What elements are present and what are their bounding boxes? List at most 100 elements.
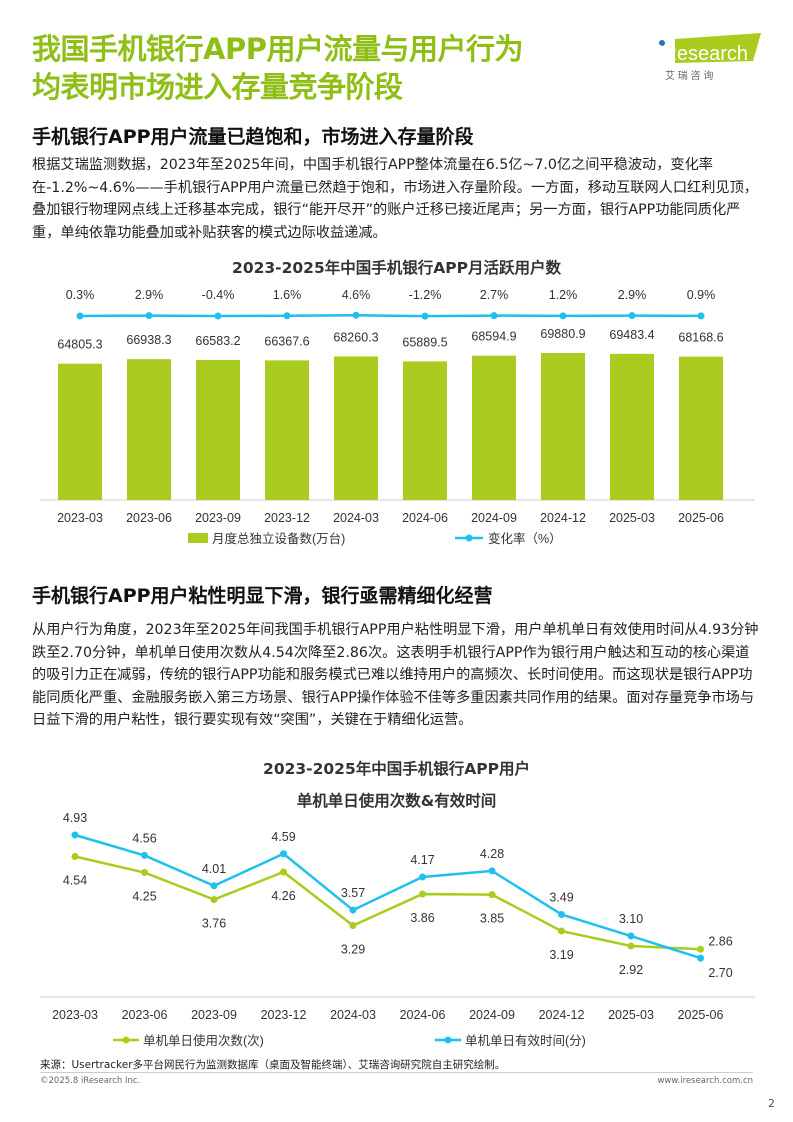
rate-label: 4.6% — [342, 288, 371, 302]
bar — [58, 363, 102, 500]
iresearch-logo: iResearch 艾 瑞 咨 询 — [657, 33, 767, 87]
data-point — [71, 853, 79, 861]
x-tick-label: 2025-06 — [678, 1008, 724, 1022]
data-label: 3.49 — [549, 890, 573, 904]
data-point — [141, 869, 148, 877]
data-label: 4.56 — [132, 831, 156, 845]
legend-bar-label: 月度总独立设备数(万台) — [212, 531, 345, 546]
rate-point — [76, 312, 84, 320]
data-label: 3.29 — [341, 943, 365, 957]
bar — [472, 355, 516, 500]
x-tick-label: 2024-09 — [471, 511, 517, 525]
data-point — [558, 927, 565, 935]
x-tick-label: 2023-06 — [122, 1008, 168, 1022]
chart2-title: 2023-2025年中国手机银行APP用户 — [263, 760, 530, 778]
rate-label: 2.9% — [618, 288, 647, 302]
data-point — [349, 906, 357, 914]
data-point — [488, 891, 496, 899]
bar — [334, 356, 378, 500]
x-tick-label: 2024-09 — [469, 1008, 515, 1022]
data-point — [141, 851, 148, 859]
x-tick-label: 2023-12 — [261, 1008, 307, 1022]
legend-label: 单机单日使用次数(次) — [143, 1033, 264, 1048]
title-line: 我国手机银行APP用户流量与用户行为 — [32, 32, 523, 66]
data-point — [280, 868, 287, 876]
x-tick-label: 2025-06 — [678, 511, 724, 525]
website-link[interactable]: www.iresearch.com.cn — [657, 1076, 753, 1086]
bar-label: 68594.9 — [471, 330, 516, 344]
data-label: 2.86 — [708, 934, 732, 948]
bar-label: 68168.6 — [678, 331, 723, 345]
section2-paragraph: 从用户行为角度，2023年至2025年间我国手机银行APP用户粘性明显下滑，用户… — [32, 622, 759, 728]
data-label: 4.01 — [202, 862, 226, 876]
legend-line-dot — [465, 534, 473, 542]
x-tick-label: 2023-03 — [52, 1008, 98, 1022]
rate-point — [214, 312, 222, 320]
legend-line-label: 变化率（%） — [488, 531, 562, 546]
bar-label: 66938.3 — [126, 333, 171, 347]
rate-point — [490, 312, 498, 320]
page-number: 2 — [768, 1097, 775, 1110]
rate-label: 1.2% — [549, 288, 578, 302]
data-point — [697, 945, 704, 953]
source-note: 来源：Usertracker多平台网民行为监测数据库（桌面及智能终端）、艾瑞咨询… — [40, 1059, 506, 1071]
bar — [679, 356, 723, 500]
rate-label: 0.3% — [66, 288, 95, 302]
data-label: 3.86 — [410, 911, 434, 925]
data-point — [627, 942, 635, 950]
x-tick-label: 2024-12 — [540, 511, 586, 525]
data-point — [71, 831, 79, 839]
bar — [265, 360, 309, 500]
x-tick-label: 2024-06 — [400, 1008, 446, 1022]
rate-line — [79, 314, 702, 318]
data-label: 4.28 — [480, 847, 504, 861]
section1-paragraph: 根据艾瑞监测数据，2023年至2025年间，中国手机银行APP整体流量在6.5亿… — [32, 157, 758, 241]
series-line — [74, 855, 701, 951]
section2-heading: 手机银行APP用户粘性明显下滑，银行亟需精细化经营 — [32, 585, 493, 607]
data-point — [210, 882, 218, 890]
data-label: 4.25 — [132, 890, 156, 904]
x-tick-label: 2024-03 — [333, 511, 379, 525]
x-tick-label: 2023-09 — [191, 1008, 237, 1022]
data-point — [280, 850, 287, 858]
data-label: 3.76 — [202, 917, 226, 931]
data-point — [558, 910, 565, 918]
rate-label: 2.9% — [135, 288, 164, 302]
x-tick-label: 2025-03 — [608, 1008, 654, 1022]
rate-label: -1.2% — [409, 288, 442, 302]
data-label: 4.17 — [410, 853, 434, 867]
section1-heading: 手机银行APP用户流量已趋饱和，市场进入存量阶段 — [32, 126, 474, 148]
data-label: 3.57 — [341, 886, 365, 900]
legend-bar-swatch — [188, 533, 208, 543]
bar — [196, 359, 240, 500]
rate-point — [145, 312, 153, 320]
bar-label: 66367.6 — [264, 334, 309, 348]
bar-label: 64805.3 — [57, 338, 102, 352]
rate-label: 1.6% — [273, 288, 302, 302]
data-label: 4.59 — [271, 830, 295, 844]
data-point — [210, 896, 218, 904]
bar — [610, 353, 654, 500]
bar-label: 68260.3 — [333, 330, 378, 344]
x-tick-label: 2023-03 — [57, 511, 103, 525]
title-line: 均表明市场进入存量竞争阶段 — [32, 70, 403, 104]
x-tick-label: 2023-06 — [126, 511, 172, 525]
x-tick-label: 2023-12 — [264, 511, 310, 525]
data-point — [419, 890, 426, 898]
rate-point — [283, 312, 291, 320]
x-tick-label: 2024-12 — [539, 1008, 585, 1022]
rate-point — [697, 312, 705, 320]
data-label: 2.92 — [619, 963, 643, 977]
data-point — [419, 873, 426, 881]
legend-label: 单机单日有效时间(分) — [465, 1033, 586, 1048]
bar-label: 69880.9 — [540, 327, 585, 341]
data-point — [349, 922, 357, 930]
data-label: 4.26 — [271, 889, 295, 903]
data-label: 3.85 — [480, 912, 504, 926]
rate-point — [352, 311, 360, 319]
x-tick-label: 2025-03 — [609, 511, 655, 525]
bar — [403, 361, 447, 500]
footer-divider — [40, 1072, 753, 1073]
